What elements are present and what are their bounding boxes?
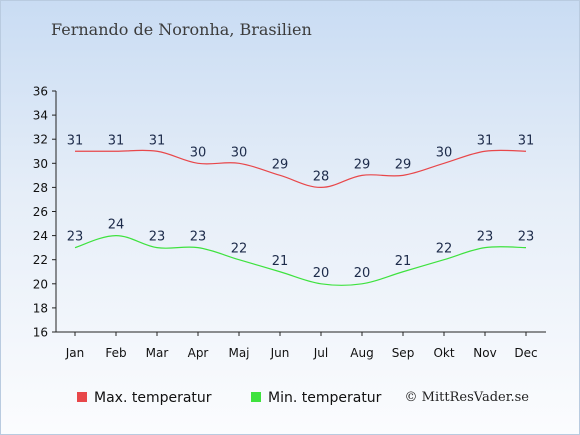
- data-label-max: 29: [272, 157, 289, 172]
- legend-label-min: Min. temperatur: [268, 390, 382, 406]
- data-label-min: 21: [272, 254, 289, 269]
- data-label-max: 30: [436, 145, 453, 160]
- data-label-min: 20: [313, 266, 330, 281]
- data-label-max: 31: [518, 133, 535, 148]
- data-label-max: 30: [231, 145, 248, 160]
- data-label-max: 31: [108, 133, 125, 148]
- data-label-max: 31: [149, 133, 166, 148]
- data-label-min: 21: [395, 254, 412, 269]
- x-tick-label: Jan: [65, 346, 85, 360]
- data-label-min: 23: [149, 230, 166, 245]
- legend-label-max: Max. temperatur: [94, 390, 212, 406]
- x-tick-label: Sep: [392, 346, 415, 360]
- data-label-min: 22: [231, 242, 248, 257]
- x-tick-label: Aug: [350, 346, 373, 360]
- chart-title: Fernando de Noronha, Brasilien: [51, 20, 312, 39]
- y-tick-label: 26: [33, 205, 48, 219]
- x-tick-label: Nov: [473, 346, 496, 360]
- series-line-max: [75, 149, 527, 189]
- data-label-min: 23: [477, 230, 494, 245]
- data-label-min: 23: [190, 230, 207, 245]
- x-tick-label: Jul: [313, 346, 328, 360]
- y-tick-label: 18: [33, 301, 48, 315]
- data-label-max: 29: [395, 157, 412, 172]
- legend-item-max: Max. temperatur: [77, 390, 212, 406]
- data-label-min: 23: [518, 230, 535, 245]
- x-tick-label: Maj: [228, 346, 249, 360]
- data-label-min: 24: [108, 218, 125, 233]
- x-tick-label: Jun: [270, 346, 290, 360]
- credit-text: © MittResVader.se: [404, 390, 529, 405]
- data-label-max: 30: [190, 145, 207, 160]
- data-label-max: 31: [67, 133, 84, 148]
- series-line-min: [74, 234, 527, 287]
- legend-swatch-min: [251, 392, 261, 402]
- y-tick-label: 22: [33, 253, 48, 267]
- data-label-min: 22: [436, 242, 453, 257]
- legend-swatch-max: [77, 392, 87, 402]
- x-tick-label: Mar: [146, 346, 169, 360]
- y-tick-label: 30: [33, 157, 48, 171]
- data-label-min: 23: [67, 230, 84, 245]
- legend-item-min: Min. temperatur: [251, 390, 381, 406]
- data-label-max: 28: [313, 169, 330, 184]
- x-tick-label: Dec: [514, 346, 537, 360]
- x-tick-label: Okt: [433, 346, 454, 360]
- x-tick-label: Apr: [188, 346, 209, 360]
- data-label-min: 20: [354, 266, 371, 281]
- y-tick-label: 36: [33, 85, 48, 99]
- data-label-max: 31: [477, 133, 494, 148]
- y-tick-label: 20: [33, 277, 48, 291]
- y-tick-label: 16: [33, 326, 48, 340]
- x-tick-label: Feb: [105, 346, 126, 360]
- data-label-max: 29: [354, 157, 371, 172]
- y-tick-label: 34: [33, 109, 48, 123]
- y-tick-label: 32: [33, 133, 48, 147]
- y-tick-label: 24: [33, 229, 48, 243]
- y-tick-label: 28: [33, 181, 48, 195]
